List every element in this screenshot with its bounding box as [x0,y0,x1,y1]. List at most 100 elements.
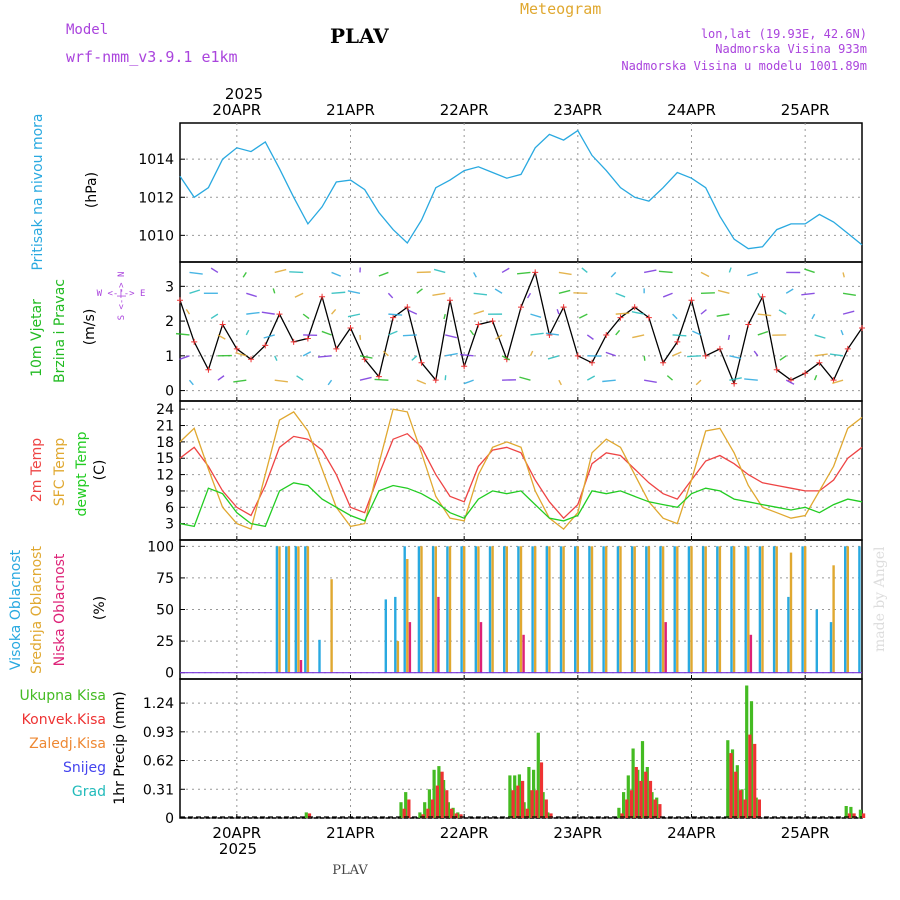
bottom-date-label: 20APR [212,824,261,842]
cloud-bar [661,546,665,673]
cloud-bar [815,609,818,673]
wind-speed-point [475,321,482,328]
cloud-bar [787,596,790,673]
cloud-bar [690,546,693,673]
cloud-bar [306,546,310,673]
wind-arrow [473,310,485,315]
precip-bar [634,767,638,818]
wind-arrow [331,308,337,315]
cloud-bar [590,546,594,673]
wind-arrow [416,379,427,385]
wind-arrow [558,379,562,386]
cloud-bar [602,546,605,673]
cloud-bar [531,546,534,673]
wind-arrow [602,379,616,383]
pressure-panel-frame [179,122,863,263]
precip-ytick-label: 0.62 [143,754,174,770]
wind-speed-point [390,314,397,321]
precip-bar [640,741,645,818]
cloud-bar [749,634,753,673]
wind-speed-point [276,311,283,318]
cloud-bar [505,546,508,673]
precip-bar [644,771,648,818]
model-label: Model [66,22,108,38]
temp-label-2: SFC Temp [52,438,68,507]
precip-bar [304,812,308,818]
wind-arrow [558,289,571,294]
cloud-bar [463,546,466,673]
precip-bar [432,769,436,818]
wind-arrow [242,272,247,278]
cloud-bar [330,579,333,673]
precip-bar [527,767,531,818]
temp-unit: (C) [92,460,108,481]
wind-arrow [744,378,758,381]
wind-arrow [842,310,855,315]
wind-speed-point [319,293,326,300]
precip-bar [508,775,512,818]
cloud-bar [394,596,397,673]
cloud-bar [294,546,297,673]
wind-arrow [382,350,389,357]
cloud-bar [832,565,835,673]
cloud-bar [718,546,722,673]
cloud-bar [747,546,750,673]
precip-bar [407,799,411,818]
cloud-ytick-label: 100 [147,539,174,555]
wind-arrow [331,271,342,277]
wind-arrow [460,353,474,357]
wind-arrow [494,288,503,294]
wind-arrow [578,313,588,319]
cloud-bar [559,546,563,673]
precip-bar [639,780,643,818]
precip-ytick-label: 0.93 [143,725,174,741]
precip-bar [729,753,733,818]
cloud-bar [299,660,303,673]
precip-bar [399,802,403,818]
wind-speed-point [645,314,652,321]
precip-bar [753,743,757,818]
bottom-date-label: 22APR [440,824,489,842]
precip-bar [536,732,540,818]
wind-arrow [445,334,457,339]
model-elevation-label: Nadmorska Visina u modelu 1001.89m [621,59,867,73]
precip-bar [516,785,520,818]
product-title: Meteogram [520,0,601,18]
wind-speed-point [418,359,425,366]
wind-speed-point [830,377,837,384]
wind-arrow [643,355,646,361]
precip-bar [648,780,653,818]
precip-bar [525,808,529,818]
wind-arrow [753,350,759,357]
wind-compass: W <-|-> E [97,289,146,299]
wind-ytick-label: 0 [165,384,174,400]
cloud-bar [406,559,409,673]
cloud-bar [858,546,861,673]
temp-panel-frame [179,400,863,541]
cloud-bar [448,546,452,673]
cloud-bar [846,546,849,673]
cloud-bar [460,546,463,673]
precip-bar [440,771,444,818]
pressure-unit: (hPa) [84,172,100,208]
pressure-ytick-label: 1010 [138,228,174,244]
wind-arrow [801,292,815,296]
wind-arrow [246,292,257,298]
wind-speed-point [532,269,539,276]
wind-speed-point [177,297,183,304]
precip-bar [427,789,431,818]
temp-series-line [179,432,863,520]
wind-arrow [331,291,346,294]
wind-unit: (m/s) [82,309,98,346]
wind-arrow [586,375,596,381]
wind-arrow [729,377,742,381]
precip-bar [549,813,553,818]
wind-speed-point [191,338,198,345]
cloud-bar [647,546,651,673]
wind-arrow [832,379,844,384]
wind-arrow [432,292,446,296]
wind-arrow [185,308,191,315]
cloud-bar [676,546,679,673]
wind-arrow [296,375,304,381]
wind-arrow [217,375,225,381]
